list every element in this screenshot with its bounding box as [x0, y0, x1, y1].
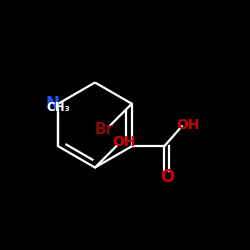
Text: OH: OH — [176, 118, 200, 132]
Text: O: O — [160, 168, 174, 186]
Text: CH₃: CH₃ — [46, 101, 70, 114]
Text: OH: OH — [112, 136, 136, 149]
Text: N: N — [45, 95, 59, 113]
Text: Br: Br — [95, 122, 114, 138]
